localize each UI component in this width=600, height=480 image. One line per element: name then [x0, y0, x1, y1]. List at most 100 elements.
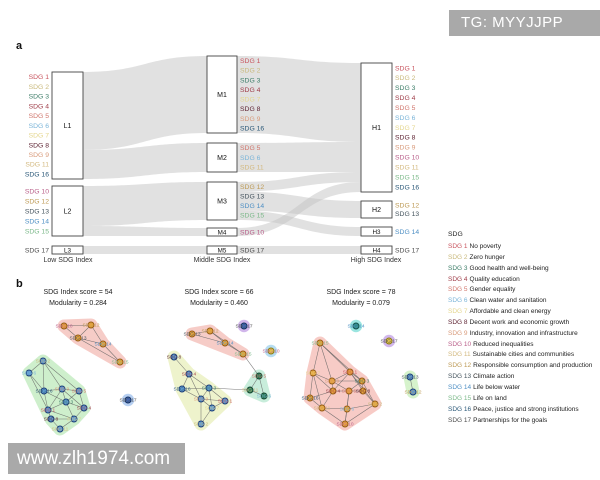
network-2-node-sdg-14 — [352, 322, 360, 330]
network-2-node-label-sdg-1: SDG 1 — [343, 370, 358, 376]
sdg-label-H3-14: SDG 14 — [395, 229, 419, 236]
sankey-box-M3 — [206, 181, 238, 221]
sdg-label-L3-17: SDG 17 — [25, 247, 49, 254]
network-1-node-label-sdg-8: SDG 8 — [167, 355, 182, 361]
sdg-label-H2-13: SDG 13 — [395, 211, 419, 218]
network-2-node-label-sdg-6: SDG 6 — [340, 407, 355, 413]
legend-item-description: Good health and well-being — [469, 264, 549, 272]
sdg-label-M1-16: SDG 16 — [240, 125, 264, 132]
sankey-box-M1 — [206, 55, 238, 134]
network-2-node-sdg-10 — [341, 420, 349, 428]
flow-L1-M1 — [83, 56, 207, 150]
network-0-node-label-sdg-10: SDG 10 — [55, 324, 72, 330]
legend-items: SDG 1 No poverty SDG 2 Zero hunger SDG 3 Good… — [448, 242, 600, 426]
flow-L2-M4 — [83, 226, 207, 236]
legend-item-sdg-12: SDG 12 Responsible consumption and produc… — [448, 361, 600, 372]
network-2-edge-2-10 — [344, 403, 376, 425]
sankey-box-label-L1: L1 — [64, 123, 72, 130]
network-1-node-sdg-16 — [178, 385, 186, 393]
network-1-node-label-sdg-17: SDG 17 — [235, 324, 252, 330]
network-1-node-sdg-8 — [170, 353, 178, 361]
sdg-label-M1-7: SDG 7 — [240, 97, 261, 104]
network-2-node-label-sdg-4: SDG 4 — [326, 389, 341, 395]
legend-item-sdg-4: SDG 4 Quality education — [448, 275, 600, 286]
network-0-node-label-sdg-4: SDG 4 — [77, 406, 92, 412]
sdg-label-H1-3: SDG 3 — [395, 85, 416, 92]
sdg-label-L2-13: SDG 13 — [25, 208, 49, 215]
sdg-label-L1-4: SDG 4 — [29, 103, 50, 110]
legend-item-sdg-8: SDG 8 Decent work and economic growth — [448, 318, 600, 329]
network-2-node-label-sdg-3: SDG 3 — [355, 379, 370, 385]
network-2-edge-15-9 — [319, 342, 333, 382]
sankey-box-M4 — [206, 227, 238, 237]
legend-item-sdg-15: SDG 15 Life on land — [448, 394, 600, 405]
legend-item-description: Life below water — [473, 383, 521, 391]
network-1-node-label-sdg-3: SDG 3 — [202, 386, 217, 392]
legend-item-description: Gender equality — [469, 286, 516, 294]
legend-item-description: Reduced inequalities — [473, 340, 534, 348]
sdg-label-M1-9: SDG 9 — [240, 116, 261, 123]
network-1-edge-16-3 — [181, 387, 210, 390]
network-0-node-sdg-3 — [62, 398, 70, 406]
sankey-box-L3 — [51, 245, 84, 255]
sankey-box-label-M3: M3 — [217, 198, 227, 205]
sdg-label-H1-8: SDG 8 — [395, 135, 416, 142]
network-0-edge-1-7 — [47, 409, 75, 420]
legend-item-description: Peace, justice and strong institutions — [473, 405, 579, 413]
network-1-title-modularity: Modularity = 0.460 — [190, 300, 248, 307]
sdg-label-L1-2: SDG 2 — [29, 84, 50, 91]
sdg-label-L1-16: SDG 16 — [25, 171, 49, 178]
network-1-node-label-sdg-10: SDG 10 — [262, 349, 279, 355]
network-0-edge-2-16 — [42, 360, 45, 392]
network-2-node-label-sdg-7: SDG 7 — [306, 371, 321, 377]
legend-item-sdg-10: SDG 10 Reduced inequalities — [448, 340, 600, 351]
legend-item-sdg-17: SDG 17 Partnerships for the goals — [448, 416, 600, 427]
network-0-node-label-sdg-7: SDG 7 — [67, 417, 82, 423]
network-2-node-label-sdg-17: SDG 17 — [380, 339, 397, 345]
network-2-node-label-sdg-8: SDG 8 — [356, 389, 371, 395]
legend-item-tag: SDG 1 — [448, 243, 468, 250]
sankey-box-label-H4: H4 — [372, 247, 381, 254]
network-2-node-label-sdg-13: SDG 13 — [401, 375, 418, 381]
legend-item-description: No poverty — [469, 243, 501, 250]
network-0-node-label-sdg-6: SDG 6 — [22, 371, 37, 377]
sdg-label-M5-17: SDG 17 — [240, 247, 264, 254]
network-2-edge-15-7 — [312, 342, 321, 374]
sdg-label-H1-4: SDG 4 — [395, 95, 416, 102]
sdg-label-H1-10: SDG 10 — [395, 155, 419, 162]
network-0-node-sdg-8 — [47, 415, 55, 423]
network-2-edge-1-8 — [349, 371, 364, 392]
sdg-label-L1-1: SDG 1 — [29, 74, 50, 81]
sdg-legend: SDG SDG 1 No poverty SDG 2 Zero hunger SDG 3… — [448, 231, 600, 426]
network-2-node-sdg-3 — [358, 377, 366, 385]
network-0-node-sdg-10 — [60, 322, 68, 330]
network-2-node-label-sdg-14: SDG 14 — [347, 324, 364, 330]
network-0-community-hull-0 — [57, 318, 127, 369]
legend-item-sdg-13: SDG 13 Climate action — [448, 372, 600, 383]
network-0-node-sdg-1 — [44, 406, 52, 414]
network-0-node-sdg-6 — [25, 369, 33, 377]
network-2-edge-7-4 — [312, 372, 334, 392]
legend-item-tag: SDG 2 — [448, 253, 468, 261]
legend-item-description: Life on land — [473, 394, 507, 402]
sdg-label-H1-15: SDG 15 — [395, 174, 419, 181]
network-1-node-sdg-14 — [221, 339, 229, 347]
sdg-label-M1-3: SDG 3 — [240, 77, 261, 84]
network-0-node-label-sdg-1: SDG 1 — [41, 408, 56, 414]
sdg-label-M4-10: SDG 10 — [240, 229, 264, 236]
network-1-node-sdg-15 — [239, 350, 247, 358]
legend-item-description: Climate action — [473, 373, 515, 381]
network-2-node-sdg-16 — [306, 394, 314, 402]
flow-M5-H4 — [237, 246, 361, 254]
sdg-label-L2-15: SDG 15 — [25, 228, 49, 235]
network-0-edge-14-15 — [102, 343, 121, 363]
network-0-node-label-sdg-11: SDG 11 — [52, 427, 69, 433]
network-2-node-sdg-12 — [409, 388, 417, 396]
legend-item-sdg-5: SDG 5 Gender equality — [448, 285, 600, 296]
network-0-node-label-sdg-13: SDG 13 — [69, 336, 86, 342]
legend-item-tag: SDG 17 — [448, 416, 472, 424]
flow-M4-H1 — [237, 182, 361, 236]
sankey-box-label-H2: H2 — [372, 207, 381, 214]
legend-item-tag: SDG 8 — [448, 318, 468, 326]
network-0-node-label-sdg-3: SDG 3 — [59, 400, 74, 406]
